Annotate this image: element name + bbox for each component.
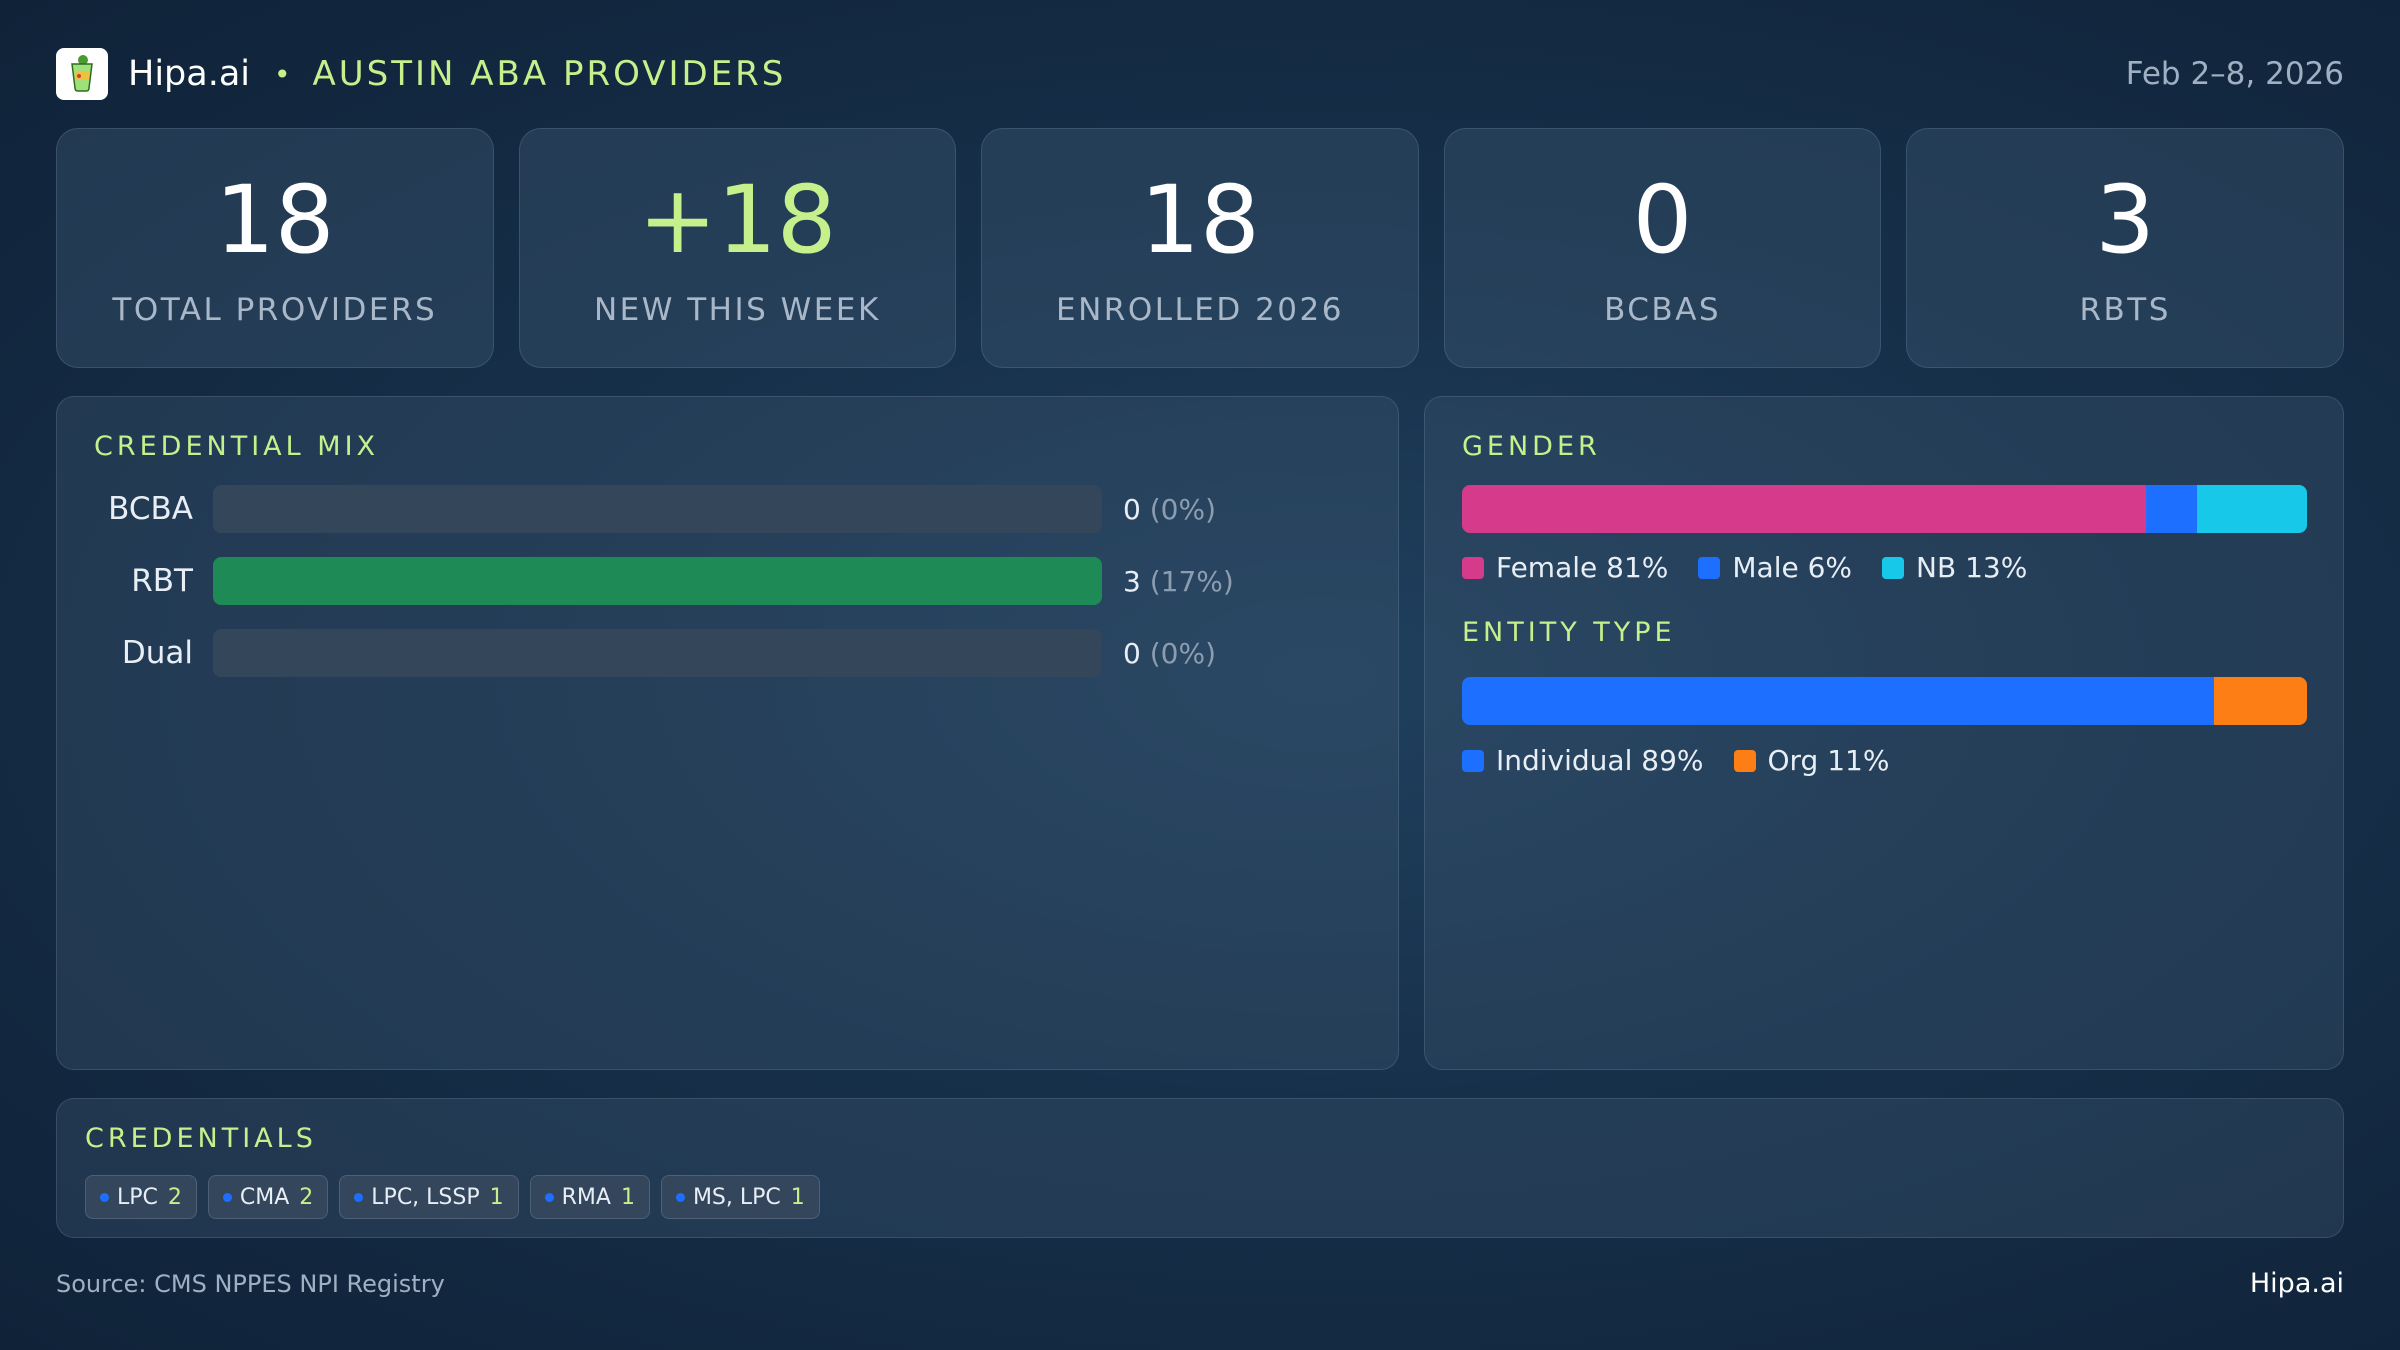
legend-swatch — [1733, 749, 1756, 772]
chip-count: 1 — [489, 1184, 504, 1210]
credential-row-dual: Dual 0 (0%) — [57, 629, 1400, 677]
chip-name: MS, LPC — [692, 1184, 781, 1210]
dot-icon — [222, 1192, 232, 1202]
footer-brand: Hipa.ai — [2249, 1268, 2344, 1299]
gender-segment — [2146, 485, 2198, 533]
legend-item: Female 81% — [1462, 551, 1668, 584]
stat-card-bcbas: 0 BCBAS — [1443, 128, 1882, 368]
bar-percent: (0%) — [1149, 492, 1217, 526]
legend-label: Org 11% — [1767, 744, 1890, 777]
cocktail-glass-icon — [56, 48, 108, 100]
chip-count: 1 — [790, 1184, 805, 1210]
chip-name: CMA — [239, 1184, 290, 1210]
gender-legend: Female 81% Male 6% NB 13% — [1462, 551, 2027, 584]
bar-track — [213, 629, 1102, 677]
gender-segment — [2197, 485, 2307, 533]
legend-item: Male 6% — [1698, 551, 1852, 584]
chip-name: LPC — [117, 1184, 158, 1210]
credential-mix-panel: CREDENTIAL MIX BCBA 0 (0%) RBT 3 (17%) D… — [56, 396, 1399, 1070]
chip-count: 2 — [167, 1184, 182, 1210]
stat-cards: 18 TOTAL PROVIDERS +18 NEW THIS WEEK 18 … — [56, 128, 2344, 368]
bar-count: 0 — [1123, 492, 1141, 526]
credential-chip[interactable]: CMA 2 — [207, 1175, 329, 1219]
bar-percent: (17%) — [1149, 564, 1234, 598]
stat-card-enrolled-2026: 18 ENROLLED 2026 — [981, 128, 1419, 368]
gender-title: GENDER — [1462, 431, 1601, 462]
credential-chip-list: LPC 2 CMA 2 LPC, LSSP 1 RMA 1 MS, LPC 1 — [85, 1175, 820, 1219]
dot-icon — [544, 1192, 554, 1202]
legend-swatch — [1462, 556, 1484, 579]
legend-label: Male 6% — [1732, 551, 1853, 584]
date-range: Feb 2–8, 2026 — [2125, 56, 2344, 92]
legend-swatch — [1462, 749, 1484, 772]
credential-chip[interactable]: LPC, LSSP 1 — [339, 1175, 519, 1219]
stat-label: ENROLLED 2026 — [1056, 292, 1344, 328]
gender-stacked-bar — [1462, 485, 2307, 533]
stat-value: 3 — [2095, 166, 2156, 275]
stat-value: 18 — [214, 166, 335, 275]
credential-chip[interactable]: LPC 2 — [85, 1175, 197, 1219]
dot-icon — [100, 1192, 109, 1202]
credential-row-rbt: RBT 3 (17%) — [57, 557, 1400, 605]
bar-percent: (0%) — [1149, 636, 1217, 670]
stat-value: +18 — [638, 166, 837, 275]
entity-type-segment — [2214, 677, 2307, 725]
chip-count: 1 — [620, 1184, 635, 1210]
dot-icon — [354, 1192, 364, 1202]
credential-chip[interactable]: MS, LPC 1 — [660, 1175, 820, 1219]
stat-label: RBTS — [2079, 292, 2171, 328]
credentials-panel: CREDENTIALS LPC 2 CMA 2 LPC, LSSP 1 RMA 1 MS… — [56, 1098, 2344, 1238]
credential-chip[interactable]: RMA 1 — [529, 1175, 650, 1219]
legend-label: Individual 89% — [1496, 744, 1704, 777]
bar-label: Dual — [121, 635, 193, 671]
stat-value: 0 — [1632, 166, 1693, 275]
demographics-panel: GENDER Female 81% Male 6% NB 13% ENTITY TY… — [1424, 396, 2344, 1070]
page-title: AUSTIN ABA PROVIDERS — [312, 54, 787, 94]
chip-name: RMA — [561, 1184, 611, 1210]
bar-label: RBT — [131, 563, 193, 599]
bar-fill — [213, 557, 1102, 605]
source-note: Source: CMS NPPES NPI Registry — [56, 1270, 445, 1298]
stat-card-new-this-week: +18 NEW THIS WEEK — [518, 128, 957, 368]
bar-value: 0 (0%) — [1123, 637, 1216, 670]
legend-item: NB 13% — [1882, 551, 2027, 584]
legend-label: NB 13% — [1916, 551, 2028, 584]
title-separator: • — [274, 57, 291, 91]
legend-item: Individual 89% — [1462, 744, 1704, 777]
entity-type-title: ENTITY TYPE — [1462, 617, 1676, 648]
credential-mix-title: CREDENTIAL MIX — [94, 431, 380, 462]
bar-count: 0 — [1123, 636, 1141, 670]
bar-value: 3 (17%) — [1123, 565, 1234, 598]
entity-type-segment — [1462, 677, 2215, 725]
dot-icon — [675, 1192, 685, 1202]
credential-row-bcba: BCBA 0 (0%) — [57, 485, 1400, 533]
entity-type-stacked-bar — [1462, 677, 2307, 725]
brand-name: Hipa.ai — [128, 54, 251, 94]
stat-card-rbts: 3 RBTS — [1906, 128, 2344, 368]
legend-item: Org 11% — [1733, 744, 1890, 777]
bar-count: 3 — [1123, 564, 1141, 598]
entity-type-legend: Individual 89% Org 11% — [1462, 744, 1889, 777]
bar-track — [213, 485, 1102, 533]
stat-label: NEW THIS WEEK — [593, 292, 881, 328]
header: Hipa.ai • AUSTIN ABA PROVIDERS Feb 2–8, … — [56, 46, 2344, 102]
gender-segment — [1462, 485, 2147, 533]
stat-label: TOTAL PROVIDERS — [112, 292, 438, 328]
legend-swatch — [1882, 556, 1905, 579]
stat-label: BCBAS — [1604, 292, 1722, 328]
stat-value: 18 — [1140, 166, 1260, 275]
bar-label: BCBA — [108, 491, 193, 527]
chip-count: 2 — [299, 1184, 314, 1210]
bar-track — [213, 557, 1102, 605]
stat-card-total-providers: 18 TOTAL PROVIDERS — [56, 128, 494, 368]
legend-label: Female 81% — [1496, 551, 1669, 584]
bar-value: 0 (0%) — [1123, 493, 1216, 526]
chip-name: LPC, LSSP — [371, 1184, 480, 1210]
credentials-title: CREDENTIALS — [85, 1123, 317, 1154]
legend-swatch — [1698, 556, 1721, 579]
